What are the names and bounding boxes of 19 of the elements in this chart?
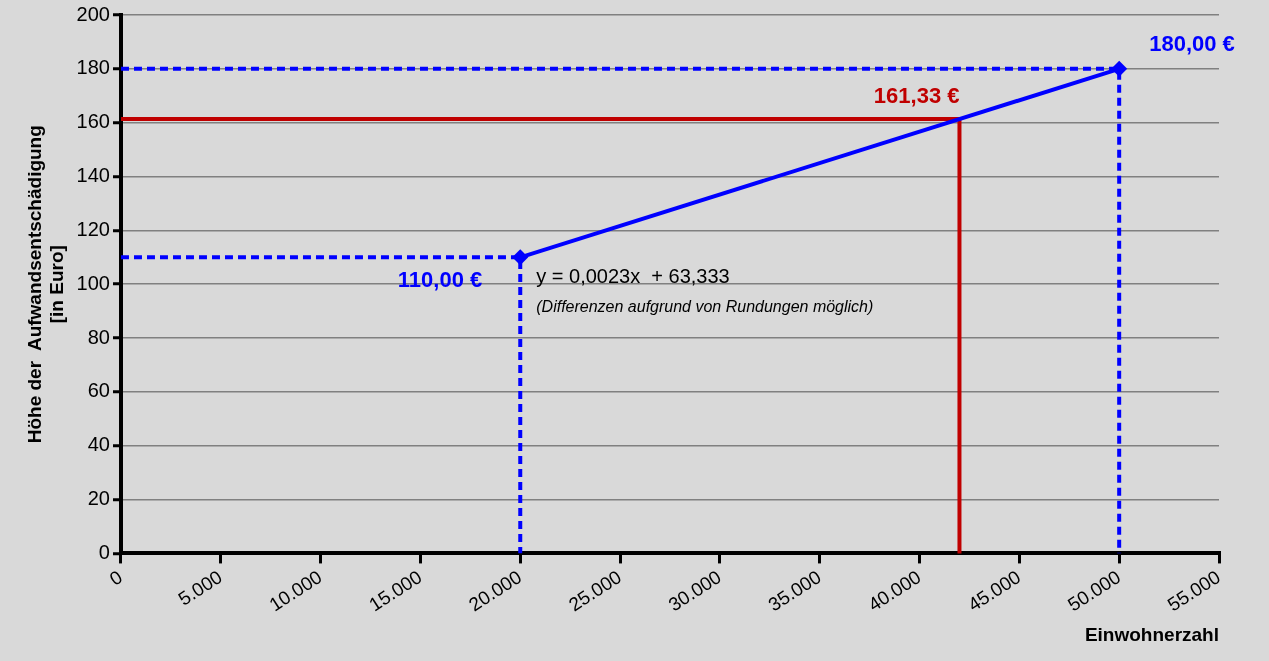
y-tick-label: 180 — [76, 56, 110, 79]
annotation: (Differenzen aufgrund von Rundungen möglich) — [536, 297, 874, 315]
y-tick-label: 140 — [76, 164, 110, 187]
y-tick-label: 60 — [87, 379, 110, 402]
annotation: 110,00 € — [397, 267, 483, 293]
x-tick-label: 0 — [105, 566, 126, 590]
y-tick-label: 40 — [87, 433, 110, 456]
y-tick-label: 80 — [87, 325, 110, 348]
x-axis-title: Einwohnerzahl — [1084, 623, 1219, 645]
y-tick-label: 20 — [87, 487, 110, 510]
y-tick-label: 120 — [76, 217, 110, 240]
annotation: y = 0,0023x + 63,333 — [536, 264, 730, 287]
y-tick-label: 160 — [76, 110, 110, 133]
y-tick-label: 100 — [76, 271, 110, 294]
annotation: 161,33 € — [873, 83, 960, 109]
y-tick-label: 200 — [76, 2, 110, 25]
y-axis-title: Höhe der Aufwandsentschädigung [in Euro] — [23, 125, 68, 444]
y-tick-label: 0 — [98, 540, 110, 563]
annotation: 180,00 € — [1149, 30, 1235, 56]
